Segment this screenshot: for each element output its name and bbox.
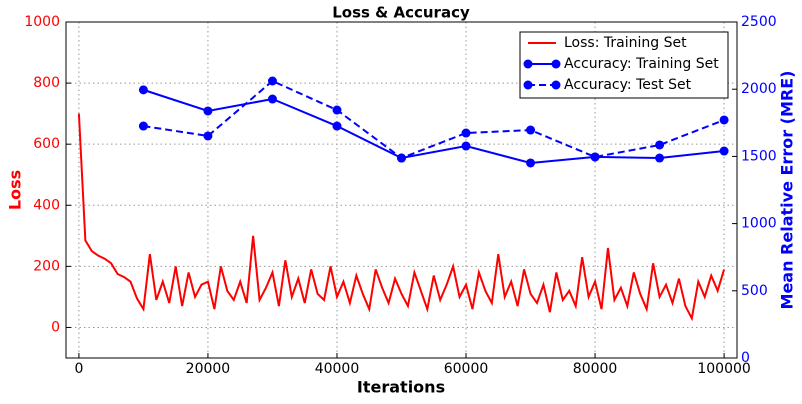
- x-axis-label: Iterations: [357, 378, 445, 397]
- x-tick-label: 60000: [444, 361, 489, 377]
- legend-marker: [551, 59, 561, 69]
- series-line: [77, 113, 726, 322]
- x-tick-label: 100000: [697, 361, 750, 377]
- point: [267, 76, 277, 86]
- y-tick-label: 400: [33, 197, 60, 213]
- point: [590, 152, 600, 162]
- legend-label: Loss: Training Set: [564, 35, 687, 51]
- series-line: [143, 88, 725, 164]
- legend-label: Accuracy: Training Set: [564, 56, 719, 72]
- legend-marker: [551, 80, 561, 90]
- y2-tick-label: 1000: [741, 216, 777, 232]
- x-tick-label: 0: [74, 361, 83, 377]
- point: [526, 125, 536, 135]
- legend-label: Accuracy: Test Set: [564, 77, 692, 93]
- point: [203, 106, 213, 116]
- chart-title: Loss & Accuracy: [332, 4, 470, 22]
- y-tick-label: 200: [33, 258, 60, 274]
- point: [397, 153, 406, 163]
- point: [138, 121, 148, 131]
- y-tick-label: 800: [33, 75, 60, 91]
- point: [332, 105, 342, 115]
- y2-tick-label: 500: [741, 283, 768, 299]
- point: [719, 115, 729, 125]
- y2-tick-label: 0: [741, 350, 750, 366]
- point: [267, 94, 277, 104]
- point: [332, 121, 342, 131]
- y2-tick-label: 1500: [741, 148, 777, 164]
- y2-tick-label: 2500: [741, 14, 777, 30]
- point: [138, 85, 148, 95]
- plot-frame: [65, 21, 738, 359]
- legend-marker: [523, 80, 533, 90]
- point: [461, 141, 471, 151]
- y-tick-label: 600: [33, 136, 60, 152]
- y2-tick-label: 2000: [741, 81, 777, 97]
- x-tick-label: 40000: [315, 361, 360, 377]
- y-tick-label: 1000: [24, 14, 60, 30]
- point: [461, 128, 471, 138]
- point: [526, 158, 536, 168]
- point: [203, 131, 213, 141]
- y2-axis-label: Mean Relative Error (MRE): [778, 71, 797, 310]
- point: [719, 146, 729, 156]
- legend-marker: [523, 59, 533, 69]
- point: [655, 153, 665, 163]
- x-tick-label: 20000: [186, 361, 231, 377]
- point: [655, 140, 665, 150]
- series-line: [143, 79, 725, 160]
- y-axis-label: Loss: [6, 170, 25, 210]
- y-tick-label: 0: [51, 319, 60, 335]
- x-tick-label: 80000: [573, 361, 618, 377]
